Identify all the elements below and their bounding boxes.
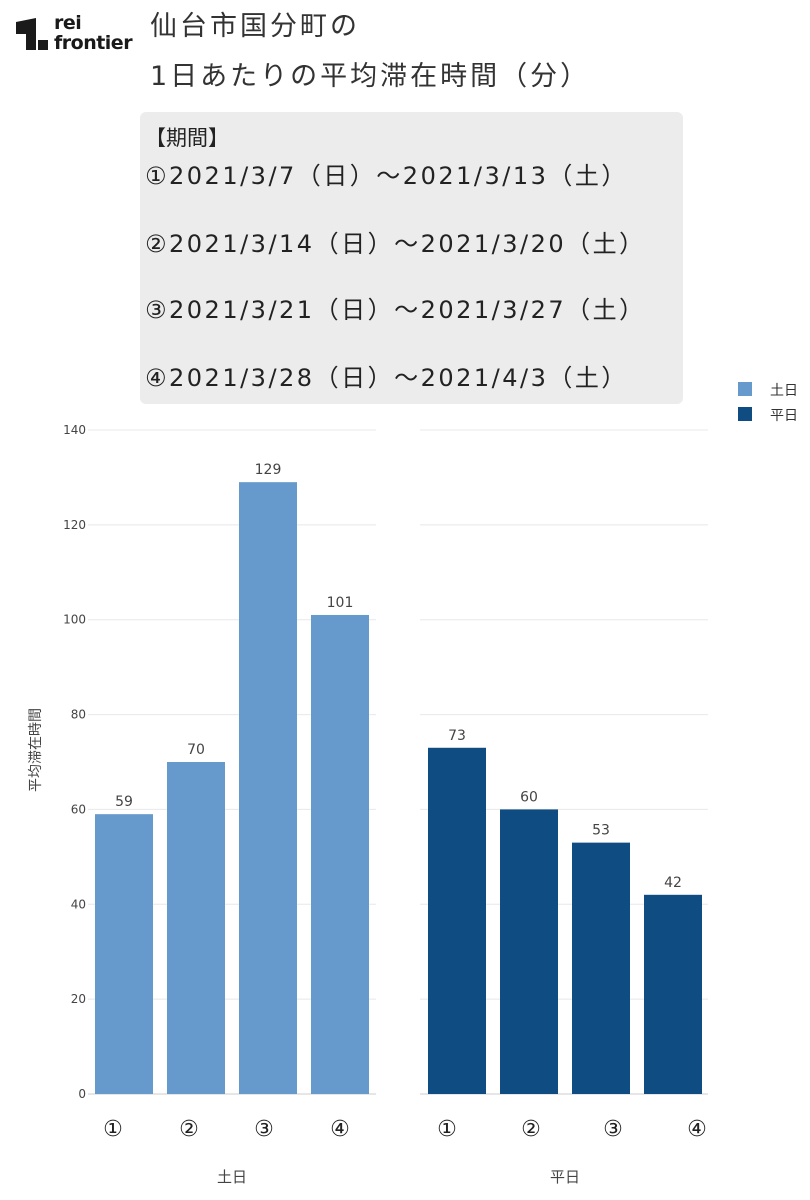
data-label: 73 <box>448 728 466 744</box>
chart-title-line2: 1日あたりの平均滞在時間（分） <box>150 61 591 92</box>
chart-title-line1: 仙台市国分町の <box>150 11 360 42</box>
y-tick-label: 140 <box>63 423 86 437</box>
period-info-box <box>140 112 683 404</box>
y-tick-label: 0 <box>78 1087 86 1101</box>
x-tick-label: ④ <box>687 1117 707 1142</box>
bar-weekend-3 <box>239 482 297 1095</box>
data-label: 60 <box>520 789 538 805</box>
x-tick-label: ① <box>103 1117 123 1142</box>
data-label: 59 <box>115 794 133 810</box>
legend-swatch-weekend <box>738 382 752 396</box>
bar-weekday-1 <box>428 747 486 1094</box>
brand-mark-icon <box>16 18 48 50</box>
data-label: 70 <box>187 742 205 758</box>
data-label: 129 <box>255 462 282 478</box>
x-tick-label: ③ <box>603 1117 623 1142</box>
data-label: 42 <box>664 875 682 891</box>
legend-label-weekday: 平日 <box>770 408 798 424</box>
period-line-4: ④2021/3/28（日）～2021/4/3（土） <box>145 364 628 392</box>
y-tick-label: 120 <box>63 518 86 532</box>
y-tick-label: 100 <box>63 613 86 627</box>
y-tick-label: 40 <box>71 897 86 911</box>
data-label: 53 <box>592 823 610 839</box>
period-line-2: ②2021/3/14（日）～2021/3/20（土） <box>145 230 646 258</box>
legend-swatch-weekday <box>738 407 752 421</box>
bar-weekday-2 <box>500 809 558 1094</box>
period-heading: 【期間】 <box>145 126 229 150</box>
bar-weekend-2 <box>167 762 225 1094</box>
brand-name-line1: rei <box>54 12 82 34</box>
brand-logo: rei frontier <box>14 12 138 58</box>
bar-weekday-4 <box>644 894 702 1094</box>
bar-weekend-1 <box>95 814 153 1094</box>
brand-name-line2: frontier <box>54 32 133 54</box>
bar-weekday-3 <box>572 842 630 1094</box>
x-tick-label: ① <box>437 1117 457 1142</box>
data-label: 101 <box>327 595 354 611</box>
x-tick-label: ② <box>521 1117 541 1142</box>
y-tick-label: 60 <box>71 802 86 816</box>
legend-label-weekend: 土日 <box>770 383 798 399</box>
x-axis-label: 土日 <box>217 1168 247 1186</box>
y-tick-label: 20 <box>71 992 86 1006</box>
period-line-1: ①2021/3/7（日）～2021/3/13（土） <box>145 162 628 190</box>
x-axis-label: 平日 <box>550 1168 580 1186</box>
x-tick-label: ④ <box>330 1117 350 1142</box>
y-tick-label: 80 <box>71 708 86 722</box>
x-tick-label: ② <box>179 1117 199 1142</box>
period-line-3: ③2021/3/21（日）～2021/3/27（土） <box>145 296 646 324</box>
x-tick-label: ③ <box>254 1117 274 1142</box>
bar-weekend-4 <box>311 614 369 1094</box>
